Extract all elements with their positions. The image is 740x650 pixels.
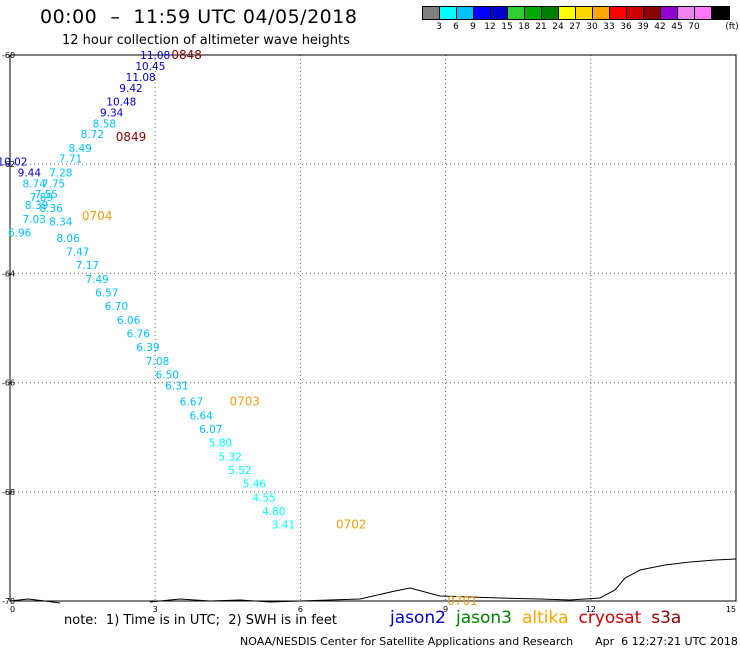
swh-value-label: 6.70 bbox=[105, 301, 128, 313]
y-tick-label: -64 bbox=[2, 269, 15, 278]
time-stamp-label: 0703 bbox=[229, 395, 260, 409]
swh-value-label: 7.47 bbox=[66, 247, 89, 259]
swh-value-label: 10.48 bbox=[106, 96, 136, 108]
time-stamp-label: 0848 bbox=[171, 48, 202, 62]
swh-value-label: 6.57 bbox=[95, 288, 118, 300]
swh-value-label: 5.46 bbox=[243, 479, 267, 491]
color-scale-label: 42 bbox=[654, 22, 666, 32]
swh-value-label: 6.50 bbox=[156, 369, 179, 381]
y-tick-label: -62 bbox=[2, 160, 15, 169]
swh-track: 11.0810.4511.089.4210.489.348.588.728.49… bbox=[0, 50, 295, 532]
color-scale-label: 21 bbox=[535, 22, 547, 32]
swh-value-label: 6.64 bbox=[189, 410, 213, 422]
color-swatch bbox=[711, 6, 730, 20]
x-tick-label: 0 bbox=[10, 605, 15, 614]
swh-value-label: 4.80 bbox=[262, 506, 285, 518]
swh-value-label: 5.52 bbox=[228, 465, 251, 477]
note-text: note: 1) Time is in UTC; 2) SWH is in fe… bbox=[64, 613, 337, 628]
map-title: 00:00 – 11:59 UTC 04/05/2018 bbox=[40, 6, 358, 28]
swh-value-label: 8.39 bbox=[25, 200, 48, 212]
color-scale-label: 27 bbox=[569, 22, 581, 32]
swh-value-label: 11.08 bbox=[126, 72, 156, 84]
time-stamp-label: 0849 bbox=[116, 130, 147, 144]
swh-value-label: 8.06 bbox=[56, 233, 80, 245]
swh-value-label: 10.02 bbox=[0, 156, 27, 168]
color-scale-label: 36 bbox=[620, 22, 632, 32]
swh-value-label: 4.55 bbox=[252, 492, 275, 504]
satellite-name-jason2: jason2 bbox=[390, 608, 446, 628]
grid-lines bbox=[10, 55, 736, 601]
y-tick-label: -70 bbox=[2, 597, 15, 606]
color-scale-unit: (ft) bbox=[725, 22, 739, 32]
time-stamp-label: 0704 bbox=[82, 209, 113, 223]
swh-value-label: 5.32 bbox=[219, 451, 242, 463]
swh-value-label: 7.49 bbox=[85, 274, 108, 286]
satellite-name-jason3: jason3 bbox=[456, 608, 512, 628]
satellite-name-s3a: s3a bbox=[651, 608, 682, 628]
time-stamp-label: 0702 bbox=[336, 518, 367, 532]
color-scale-label: 3 bbox=[436, 22, 442, 32]
swh-value-label: 7.08 bbox=[146, 356, 169, 368]
y-tick-label: -60 bbox=[2, 51, 15, 60]
swh-value-label: 6.31 bbox=[165, 380, 188, 392]
swh-value-label: 7.75 bbox=[42, 178, 65, 190]
swh-value-label: 11.08 bbox=[140, 50, 170, 62]
swh-value-label: 6.06 bbox=[117, 315, 141, 327]
y-tick-label: -66 bbox=[2, 379, 15, 388]
swh-value-label: 7.28 bbox=[49, 167, 72, 179]
color-scale-label: 24 bbox=[552, 22, 564, 32]
map-subtitle: 12 hour collection of altimeter wave hei… bbox=[62, 33, 350, 48]
swh-value-label: 9.34 bbox=[100, 107, 124, 119]
swh-value-label: 7.03 bbox=[23, 214, 46, 226]
generated-timestamp: Apr 6 12:27:21 UTC 2018 bbox=[595, 635, 738, 648]
swh-value-label: 3.41 bbox=[272, 520, 295, 532]
swh-value-label: 7.71 bbox=[59, 154, 82, 166]
swh-value-label: 5.80 bbox=[209, 438, 232, 450]
x-tick-label: 15 bbox=[726, 605, 736, 614]
swh-value-label: 8.58 bbox=[93, 118, 116, 130]
color-scale-label: 9 bbox=[470, 22, 476, 32]
satellite-legend: jason2 jason3 altika cryosat s3a bbox=[390, 608, 691, 628]
x-tick-label: 3 bbox=[153, 605, 158, 614]
swh-value-label: 8.72 bbox=[81, 129, 104, 141]
map-frame bbox=[9, 54, 737, 602]
swh-value-label: 9.42 bbox=[119, 83, 142, 95]
color-scale-label: 39 bbox=[637, 22, 649, 32]
satellite-name-altika: altika bbox=[522, 608, 569, 628]
swh-value-label: 6.76 bbox=[127, 328, 151, 340]
footer: NOAA/NESDIS Center for Satellite Applica… bbox=[240, 635, 738, 648]
swh-value-label: 8.49 bbox=[68, 143, 91, 155]
antarctic-coastline bbox=[9, 558, 737, 604]
credit-text: NOAA/NESDIS Center for Satellite Applica… bbox=[240, 635, 574, 648]
swh-value-label: 6.07 bbox=[199, 424, 222, 436]
swh-value-label: 8.34 bbox=[49, 217, 73, 229]
swh-value-label: 6.39 bbox=[136, 342, 159, 354]
time-stamps: 0848 0849 0704 0703 0702 0701 bbox=[82, 48, 478, 608]
y-tick-label: -68 bbox=[2, 488, 15, 497]
color-scale-label: 30 bbox=[586, 22, 598, 32]
x-tick-label: 12 bbox=[586, 605, 596, 614]
swh-value-label: 7.55 bbox=[35, 189, 58, 201]
x-tick-label: 6 bbox=[298, 605, 303, 614]
color-scale-label: 45 bbox=[671, 22, 683, 32]
swh-value-label: 10.45 bbox=[135, 61, 165, 73]
color-scale-label: 6 bbox=[453, 22, 459, 32]
axis-ticks: 0 3 6 9 12 15 -60 -62 -64 -66 -68 -70 bbox=[2, 51, 736, 614]
swh-value-label: 6.96 bbox=[8, 227, 32, 239]
swh-value-label: 9.44 bbox=[18, 167, 42, 179]
swh-value-label: 8.36 bbox=[39, 203, 63, 215]
color-scale-label: 12 bbox=[484, 22, 496, 32]
swh-value-label: 7.89 bbox=[30, 192, 53, 204]
color-scale-label: 15 bbox=[501, 22, 513, 32]
satellite-name-cryosat: cryosat bbox=[578, 608, 642, 628]
color-scale-label: 33 bbox=[603, 22, 615, 32]
color-scale-label: 70 bbox=[688, 22, 700, 32]
swh-value-label: 6.67 bbox=[180, 397, 203, 409]
x-tick-label: 9 bbox=[443, 605, 448, 614]
color-scale-label: 18 bbox=[518, 22, 530, 32]
swh-value-label: 7.17 bbox=[76, 260, 99, 272]
time-stamp-label: 0701 bbox=[447, 594, 478, 608]
swh-value-label: 8.74 bbox=[23, 178, 47, 190]
